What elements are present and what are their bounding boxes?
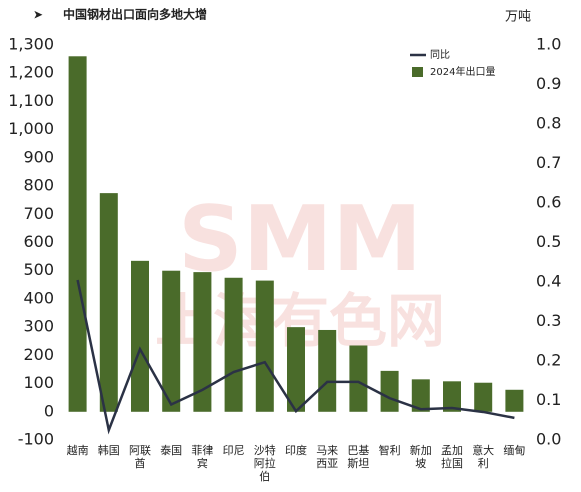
- bar: [162, 270, 181, 412]
- y-tick-label: -100: [18, 430, 54, 449]
- legend-swatch: [412, 67, 423, 77]
- bar: [443, 381, 461, 412]
- x-tick-label: 印度: [285, 443, 307, 457]
- y-tick-label: 800: [23, 176, 54, 195]
- y-unit-label: 万吨: [505, 10, 531, 25]
- x-tick-label: 智利: [379, 443, 401, 457]
- y-tick-label: 1,300: [8, 35, 54, 54]
- y2-tick-label: 0.9: [536, 74, 561, 93]
- bar: [131, 260, 149, 412]
- bar: [318, 329, 337, 412]
- bar: [505, 389, 524, 412]
- legend-label: 同比: [430, 49, 450, 61]
- y-tick-label: 200: [23, 345, 54, 364]
- bar: [474, 382, 493, 412]
- bar: [380, 370, 399, 412]
- y-tick-label: 100: [23, 373, 54, 392]
- x-tick-label: 新加坡: [410, 443, 432, 470]
- y-tick-label: 0: [44, 401, 54, 420]
- x-tick-label: 意大利: [472, 443, 494, 470]
- y-tick-label: 1,200: [8, 63, 54, 82]
- x-tick-label: 马来西亚: [316, 444, 338, 470]
- bar: [99, 193, 118, 412]
- y2-tick-label: 0.0: [536, 430, 561, 449]
- y2-tick-label: 0.8: [536, 114, 561, 133]
- x-tick-label: 韩国: [98, 443, 120, 457]
- bar: [224, 277, 243, 412]
- y2-tick-label: 0.4: [536, 272, 561, 291]
- x-tick-label: 缅甸: [503, 443, 525, 457]
- x-tick-label: 越南: [67, 443, 89, 457]
- title-arrow: ➤: [33, 8, 43, 22]
- y-tick-label: 900: [23, 147, 54, 166]
- y2-tick-label: 0.5: [536, 232, 561, 251]
- y-tick-label: 400: [23, 288, 54, 307]
- y-tick-label: 500: [23, 260, 54, 279]
- x-tick-label: 阿联酋: [129, 444, 151, 470]
- bar: [287, 327, 305, 412]
- bar: [349, 345, 368, 412]
- x-tick-label: 泰国: [160, 443, 182, 457]
- y2-tick-label: 1.0: [536, 35, 561, 54]
- y2-tick-label: 0.7: [536, 153, 561, 172]
- bar: [255, 280, 274, 412]
- x-tick-label: 孟加拉国: [441, 444, 463, 470]
- y2-tick-label: 0.2: [536, 351, 561, 370]
- x-tick-label: 印尼: [223, 444, 245, 457]
- x-tick-label: 菲律宾: [191, 444, 213, 470]
- y-tick-label: 300: [23, 317, 54, 336]
- y2-tick-label: 0.6: [536, 193, 561, 212]
- bar: [193, 272, 212, 412]
- y-tick-label: 700: [23, 204, 54, 223]
- y-tick-label: 1,000: [8, 119, 54, 138]
- chart-title: 中国钢材出口面向多地大增: [63, 7, 207, 22]
- legend-label: 2024年出口量: [430, 65, 495, 78]
- x-tick-label: 巴基斯坦: [347, 444, 369, 470]
- bar: [68, 56, 87, 412]
- watermark: SMM: [178, 187, 422, 292]
- line: [76, 279, 515, 435]
- bar: [411, 379, 430, 412]
- y2-tick-label: 0.1: [536, 390, 561, 409]
- y-tick-label: 1,100: [8, 91, 54, 110]
- y-tick-label: 600: [23, 232, 54, 251]
- x-tick-label: 沙特阿拉伯: [254, 443, 276, 483]
- y2-tick-label: 0.3: [536, 311, 561, 330]
